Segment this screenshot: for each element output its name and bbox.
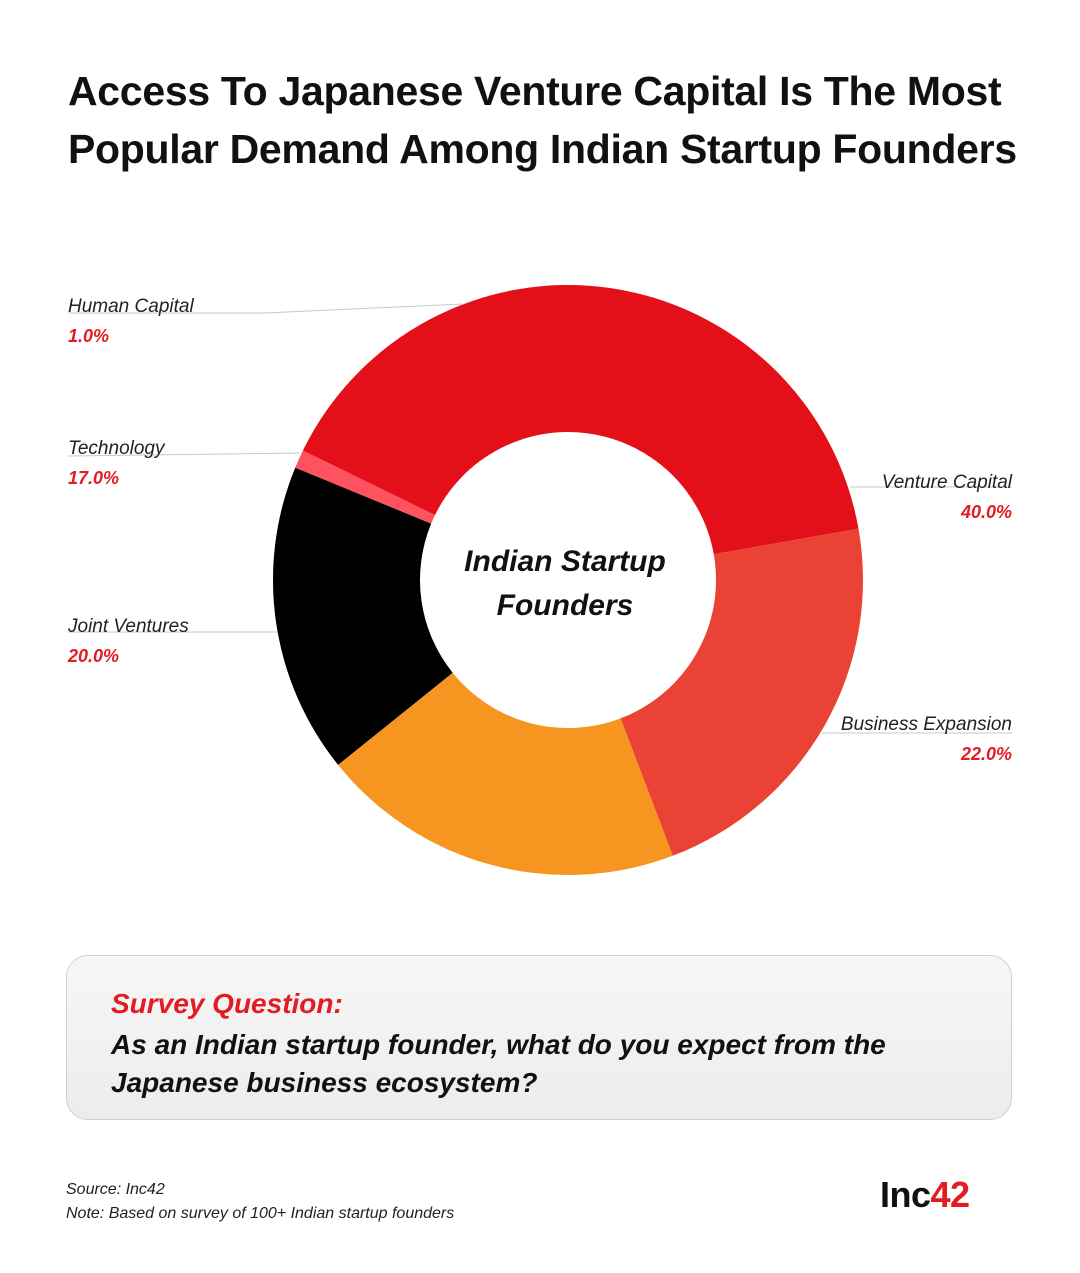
slice-value-venture-capital: 40.0% bbox=[960, 502, 1012, 522]
slice-label-technology: Technology bbox=[68, 438, 165, 459]
slice-value-business-expansion: 22.0% bbox=[960, 744, 1012, 764]
footer-source: Source: Inc42 bbox=[66, 1181, 165, 1198]
logo-text: Inc bbox=[880, 1174, 931, 1215]
footer-note: Note: Based on survey of 100+ Indian sta… bbox=[66, 1205, 455, 1222]
slice-human-capital bbox=[295, 450, 435, 524]
leader-line bbox=[68, 303, 463, 314]
survey-question-text: As an Indian startup founder, what do yo… bbox=[111, 1029, 886, 1098]
survey-question-box: Survey Question: As an Indian startup fo… bbox=[66, 955, 1012, 1120]
slice-label-business-expansion: Business Expansion bbox=[840, 714, 1012, 735]
slice-joint-ventures bbox=[338, 672, 673, 875]
slice-label-joint-ventures: Joint Ventures bbox=[68, 616, 189, 637]
chart-title: Access To Japanese Venture Capital Is Th… bbox=[68, 68, 1017, 172]
slice-venture-capital bbox=[302, 284, 859, 555]
slice-label-human-capital: Human Capital bbox=[68, 296, 194, 317]
slice-business-expansion bbox=[620, 528, 864, 856]
donut-center-label: Indian Startup Founders bbox=[464, 545, 666, 622]
survey-question-label: Survey Question: bbox=[111, 988, 343, 1019]
logo-number: 42 bbox=[930, 1174, 971, 1215]
leader-line bbox=[67, 452, 301, 457]
slice-technology bbox=[273, 467, 453, 765]
slice-value-human-capital: 1.0% bbox=[68, 326, 110, 346]
leader-lines bbox=[67, 303, 1012, 734]
slice-label-venture-capital: Venture Capital bbox=[881, 472, 1012, 493]
slice-value-technology: 17.0% bbox=[68, 468, 120, 488]
donut-slices bbox=[273, 284, 864, 875]
inc42-logo: Inc42 bbox=[880, 1174, 970, 1216]
slice-value-joint-ventures: 20.0% bbox=[68, 646, 120, 666]
